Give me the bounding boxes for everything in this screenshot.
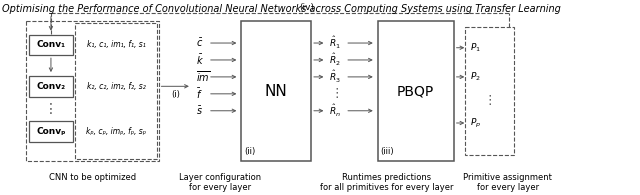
Text: $\bar{s}$: $\bar{s}$ [196,105,203,117]
Bar [378,21,454,161]
Bar [29,35,74,55]
Text: PBQP: PBQP [397,84,435,98]
Text: $\bar{f}$: $\bar{f}$ [196,87,203,101]
Bar [75,23,157,159]
Text: Runtimes predictions
for all primitives for every layer: Runtimes predictions for all primitives … [320,173,453,192]
Bar [26,21,159,161]
Text: ⋮: ⋮ [483,94,495,107]
Text: CNN to be optimized: CNN to be optimized [49,173,136,182]
Text: $\hat{R}_3$: $\hat{R}_3$ [329,69,341,85]
Bar [241,21,311,161]
Text: (ii): (ii) [244,147,255,156]
Text: Primitive assignment
for every layer: Primitive assignment for every layer [463,173,552,192]
Text: $P_1$: $P_1$ [470,42,481,54]
Text: ⋮: ⋮ [331,87,344,100]
Text: Conv₁: Conv₁ [36,40,65,49]
Text: (iv): (iv) [300,3,315,12]
Text: NN: NN [265,83,287,98]
Text: Layer configuration
for every layer: Layer configuration for every layer [179,173,262,192]
Bar [29,121,74,142]
Text: (i): (i) [172,90,180,99]
Text: $\hat{R}_n$: $\hat{R}_n$ [329,103,341,119]
Text: k₂, c₂, im₂, f₂, s₂: k₂, c₂, im₂, f₂, s₂ [86,82,145,91]
Text: Optimising the Performance of Convolutional Neural Networks across Computing Sys: Optimising the Performance of Convolutio… [3,4,561,14]
Text: $P_p$: $P_p$ [470,116,481,129]
Text: Conv₂: Conv₂ [36,82,65,91]
Text: ⋮: ⋮ [44,102,58,116]
Bar [29,76,74,97]
Text: $\hat{R}_1$: $\hat{R}_1$ [329,35,341,51]
Text: k₁, c₁, im₁, f₁, s₁: k₁, c₁, im₁, f₁, s₁ [86,40,145,49]
Text: $\hat{R}_2$: $\hat{R}_2$ [329,52,341,68]
Text: $\bar{c}$: $\bar{c}$ [196,37,204,49]
Text: $P_2$: $P_2$ [470,71,481,83]
Text: (iii): (iii) [380,147,394,156]
Text: kₚ, cₚ, imₚ, fₚ, sₚ: kₚ, cₚ, imₚ, fₚ, sₚ [86,127,146,136]
Text: Convₚ: Convₚ [36,127,66,136]
Text: $\overline{im}$: $\overline{im}$ [196,69,211,84]
Text: $\bar{k}$: $\bar{k}$ [196,53,204,67]
Bar [465,27,514,155]
